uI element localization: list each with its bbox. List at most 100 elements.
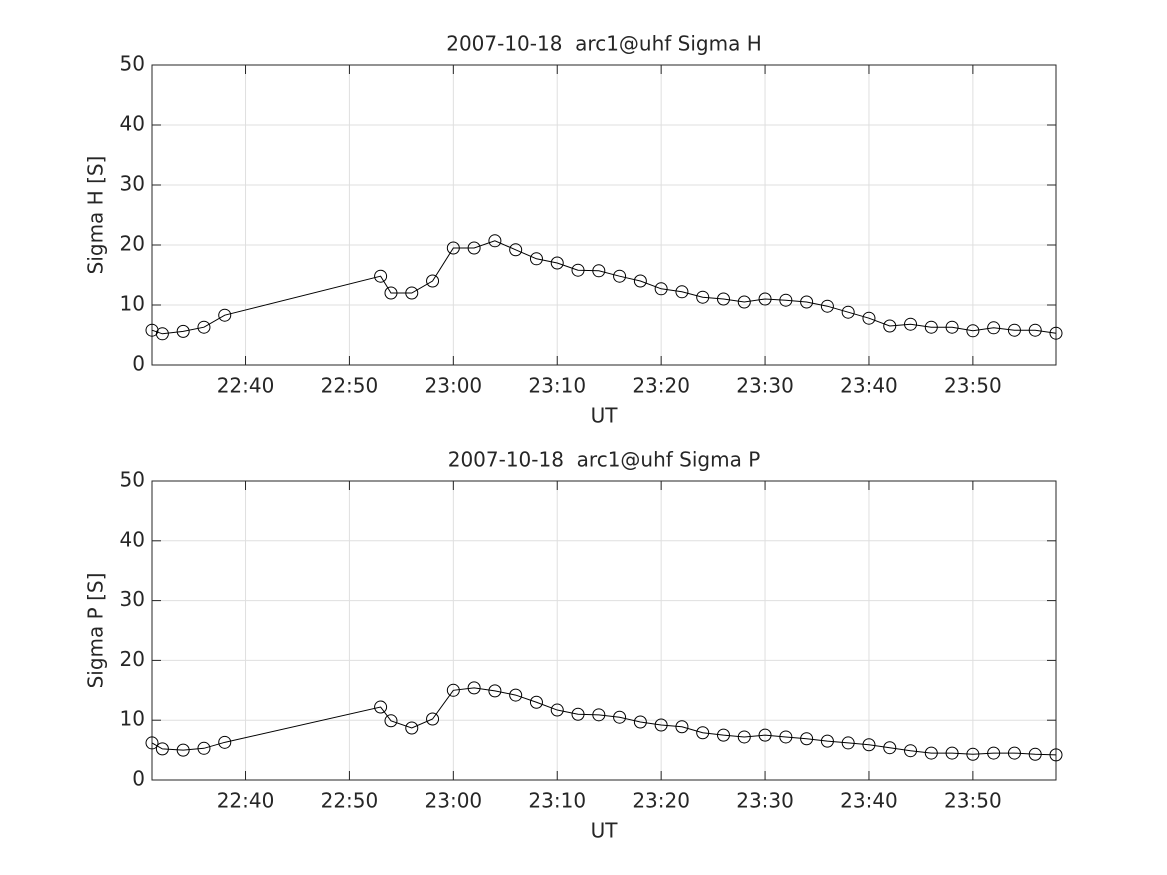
series-line — [151, 687, 1057, 756]
data-point — [841, 305, 855, 319]
data-point — [488, 234, 502, 248]
x-axis-label: UT — [591, 404, 619, 428]
data-point — [176, 324, 190, 338]
data-point — [675, 720, 689, 734]
data-point — [374, 269, 388, 283]
data-point — [696, 726, 710, 740]
data-point — [446, 241, 460, 255]
x-tick-label: 23:50 — [944, 374, 1002, 398]
x-tick-label: 23:00 — [425, 789, 483, 813]
data-point — [405, 721, 419, 735]
data-point — [374, 700, 388, 714]
data-point — [924, 746, 938, 760]
data-point — [145, 736, 159, 750]
data-point — [841, 736, 855, 750]
data-point — [613, 710, 627, 724]
data-point — [529, 252, 543, 266]
data-point — [779, 293, 793, 307]
data-point — [737, 295, 751, 309]
chart-title: 2007-10-18 arc1@uhf Sigma P — [448, 448, 761, 472]
y-tick-label: 20 — [120, 647, 145, 671]
y-tick-label: 10 — [120, 707, 145, 731]
data-point — [571, 263, 585, 277]
y-axis-label: Sigma H [S] — [84, 156, 108, 275]
x-tick-label: 23:50 — [944, 789, 1002, 813]
data-point — [405, 286, 419, 300]
data-point — [696, 290, 710, 304]
data-point — [218, 308, 232, 322]
data-point — [426, 712, 440, 726]
data-point — [1028, 323, 1042, 337]
data-point — [987, 746, 1001, 760]
data-point — [1007, 323, 1021, 337]
data-point — [966, 747, 980, 761]
data-point — [1028, 747, 1042, 761]
data-point — [155, 742, 169, 756]
x-tick-label: 23:00 — [425, 374, 483, 398]
data-point — [550, 256, 564, 270]
data-point — [426, 274, 440, 288]
x-tick-label: 22:50 — [321, 374, 379, 398]
data-point — [550, 703, 564, 717]
x-axis-label: UT — [591, 819, 619, 843]
data-point — [633, 715, 647, 729]
data-point — [529, 695, 543, 709]
y-tick-label: 20 — [120, 232, 145, 256]
x-tick-label: 23:40 — [840, 374, 898, 398]
y-tick-label: 50 — [120, 468, 145, 492]
x-tick-label: 23:40 — [840, 789, 898, 813]
x-tick-label: 22:40 — [217, 374, 275, 398]
x-tick-label: 22:40 — [217, 789, 275, 813]
data-point — [218, 735, 232, 749]
data-point — [779, 730, 793, 744]
data-point — [571, 707, 585, 721]
data-point — [633, 274, 647, 288]
data-point — [592, 708, 606, 722]
x-tick-label: 23:10 — [528, 374, 586, 398]
data-point — [384, 714, 398, 728]
data-point — [758, 728, 772, 742]
x-tick-label: 23:10 — [528, 789, 586, 813]
axes-frame — [151, 480, 1057, 781]
data-point — [987, 321, 1001, 335]
axes-frame — [151, 64, 1057, 366]
data-point — [467, 681, 481, 695]
chart-title: 2007-10-18 arc1@uhf Sigma H — [446, 32, 762, 56]
y-tick-label: 30 — [120, 587, 145, 611]
series-line — [151, 240, 1057, 335]
y-tick-label: 40 — [120, 527, 145, 551]
data-point — [862, 311, 876, 325]
data-point — [716, 728, 730, 742]
data-point — [924, 320, 938, 334]
data-point — [883, 741, 897, 755]
y-tick-label: 30 — [120, 172, 145, 196]
data-point — [675, 285, 689, 299]
y-axis-label: Sigma P [S] — [84, 573, 108, 689]
x-tick-label: 23:30 — [736, 789, 794, 813]
data-point — [176, 743, 190, 757]
x-tick-label: 23:20 — [632, 789, 690, 813]
data-point — [966, 324, 980, 338]
y-tick-label: 0 — [132, 767, 145, 791]
data-point — [862, 738, 876, 752]
data-point — [904, 317, 918, 331]
data-point — [1007, 746, 1021, 760]
data-point — [820, 734, 834, 748]
data-point — [155, 327, 169, 341]
y-tick-label: 10 — [120, 292, 145, 316]
data-point — [509, 688, 523, 702]
data-point — [613, 269, 627, 283]
data-point — [945, 320, 959, 334]
data-point — [945, 746, 959, 760]
data-point — [654, 718, 668, 732]
data-point — [509, 243, 523, 257]
data-point — [488, 684, 502, 698]
x-tick-label: 22:50 — [321, 789, 379, 813]
y-tick-label: 0 — [132, 352, 145, 376]
data-point — [1049, 748, 1063, 762]
data-point — [197, 320, 211, 334]
data-point — [883, 319, 897, 333]
data-point — [384, 286, 398, 300]
data-point — [820, 299, 834, 313]
